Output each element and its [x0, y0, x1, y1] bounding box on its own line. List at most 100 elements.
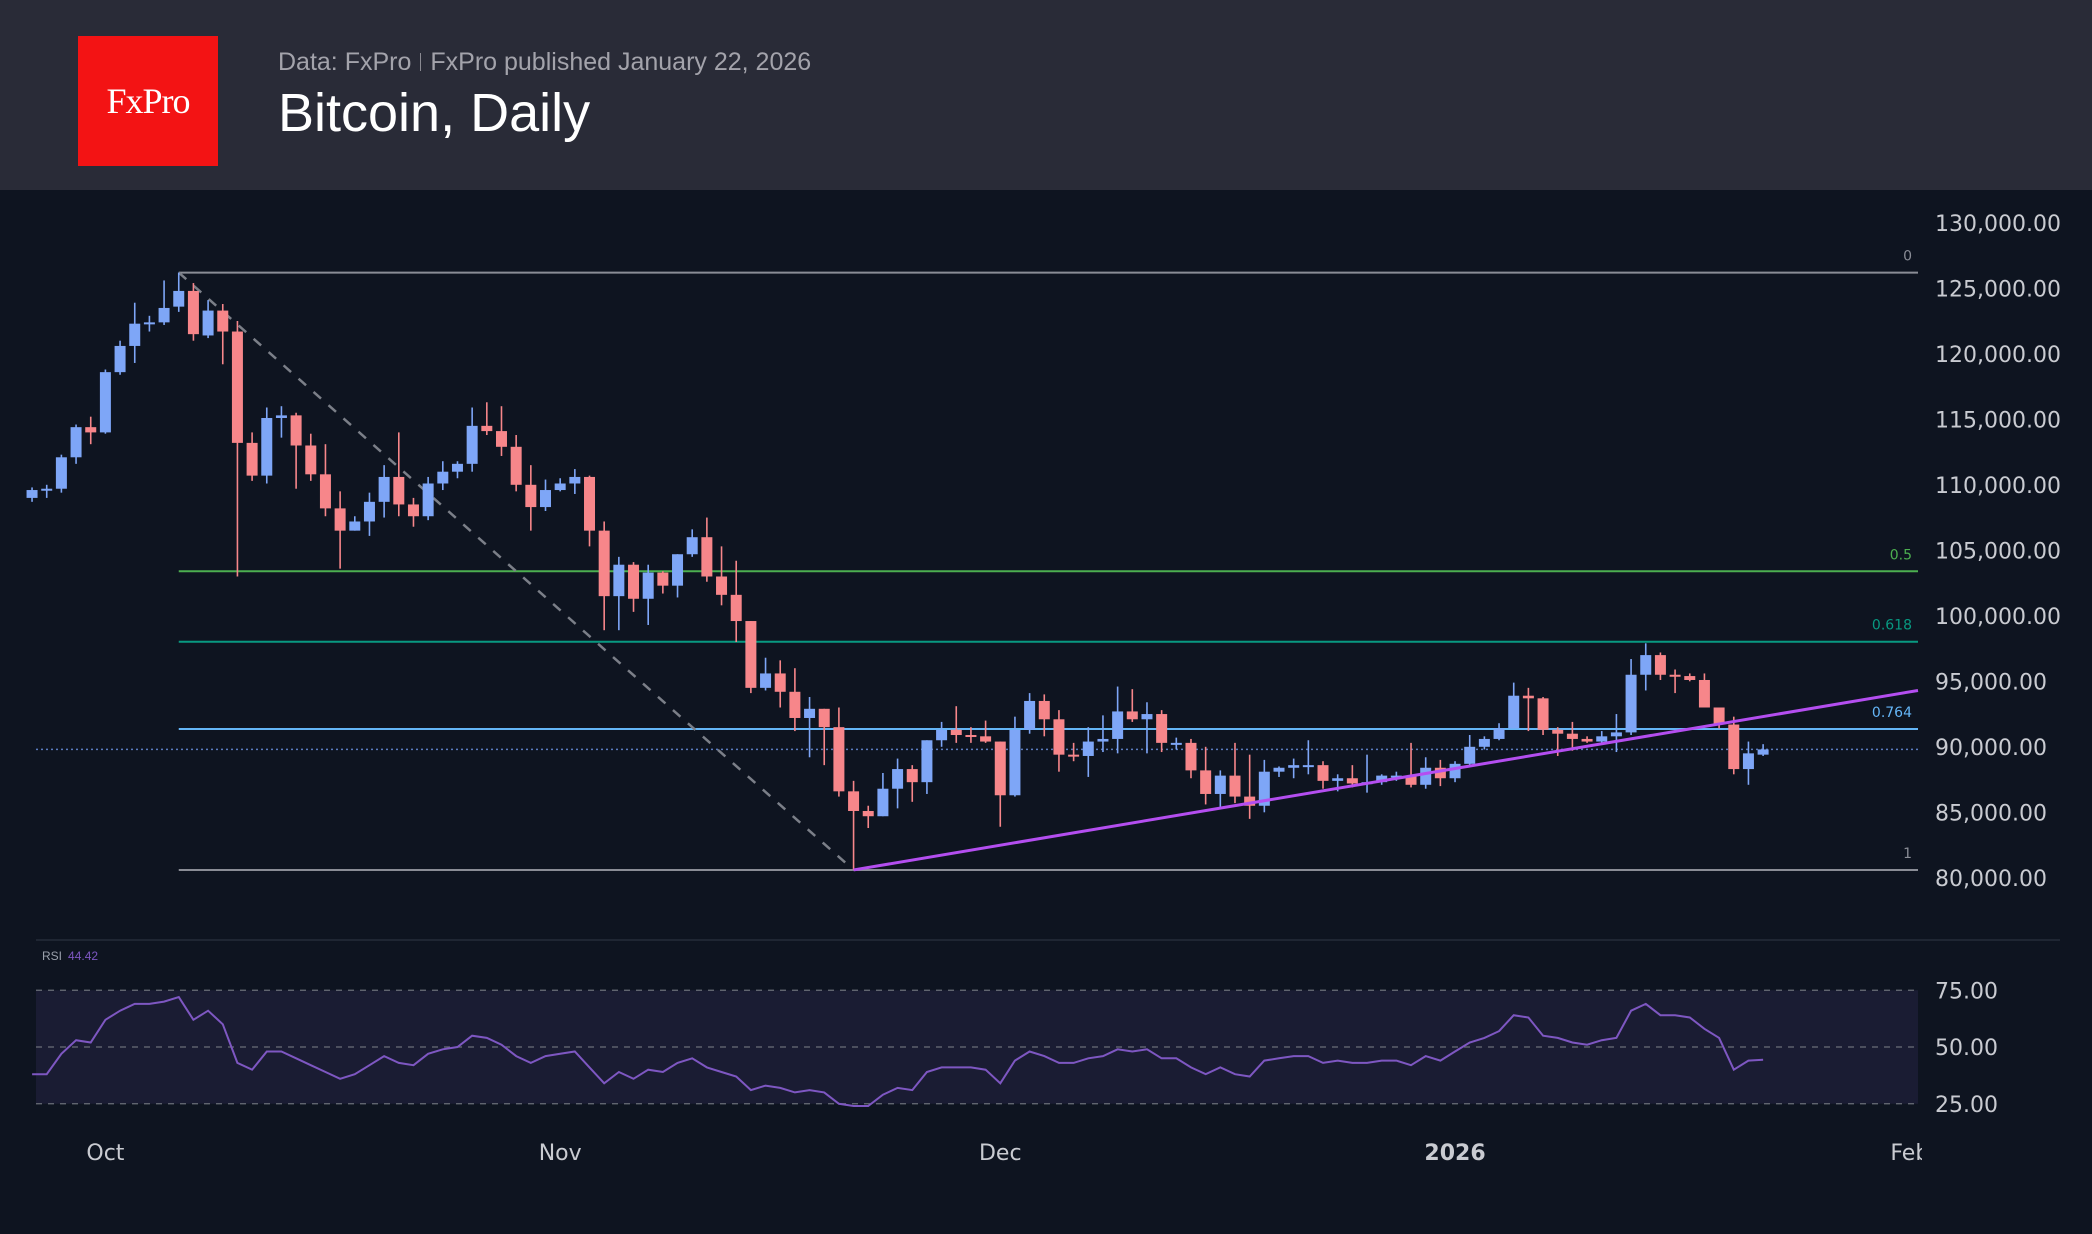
candle-body	[1493, 728, 1505, 739]
time-axis[interactable]: Oct Nov Dec 2026 Feb	[86, 1141, 1929, 1166]
candle-body	[774, 673, 786, 692]
candle-body	[1097, 738, 1109, 742]
price-tick-label: 85,000.00	[1935, 801, 2047, 826]
candle-body	[1229, 775, 1241, 797]
rsi-tick-label: 25.00	[1935, 1093, 1998, 1118]
candle	[510, 435, 522, 492]
rsi-name: RSI	[42, 949, 62, 963]
candle-body	[833, 727, 845, 792]
candle-body	[187, 290, 199, 335]
fib-level-label: 0	[1903, 249, 1912, 265]
candle-body	[466, 425, 478, 464]
candle	[1625, 659, 1637, 736]
candle	[1185, 738, 1197, 779]
candle	[1478, 736, 1490, 750]
price-axis[interactable]: 130,000.00 125,000.00 120,000.00 115,000.00…	[1935, 212, 2061, 1118]
separator	[420, 53, 422, 71]
price-tick-label: 130,000.00	[1935, 212, 2061, 237]
candle-body	[495, 431, 507, 447]
candle	[1053, 710, 1065, 772]
candle-body	[349, 521, 361, 531]
candle-body	[1258, 771, 1270, 806]
candle	[349, 516, 361, 531]
candle-body	[217, 310, 229, 332]
candle-body	[1156, 714, 1168, 743]
candle-body	[980, 736, 992, 742]
candle	[363, 492, 375, 536]
candle-body	[451, 463, 463, 472]
candle	[481, 402, 493, 436]
candle-body	[70, 427, 82, 458]
candle	[319, 444, 331, 517]
fibonacci-retracement[interactable]: 0 0.5 0.618 0.764 1	[36, 249, 1918, 871]
candle	[1082, 727, 1094, 777]
candle	[642, 564, 654, 625]
candle-body	[730, 594, 742, 622]
candle-body	[1332, 778, 1344, 781]
candle	[1522, 687, 1534, 732]
rsi-value: 44.42	[68, 949, 98, 963]
candle-body	[1082, 741, 1094, 756]
candle	[114, 340, 126, 375]
candle	[1728, 716, 1740, 775]
candle	[173, 272, 185, 312]
candle	[246, 432, 258, 481]
candle-body	[892, 769, 904, 789]
ascending-trendline[interactable]	[853, 688, 1919, 872]
candle-body	[569, 476, 581, 484]
rsi-label: RSI 44.42	[42, 949, 98, 963]
time-tick-label: Feb	[1890, 1141, 1929, 1166]
candle-body	[1200, 770, 1212, 794]
candle-body	[275, 415, 287, 418]
price-tick-label: 120,000.00	[1935, 343, 2061, 368]
candle-body	[422, 483, 434, 517]
candle-body	[378, 476, 390, 502]
candle-body	[1112, 711, 1124, 739]
candle	[789, 668, 801, 732]
candle	[1097, 715, 1109, 753]
candle-body	[1390, 775, 1402, 778]
candle-body	[642, 572, 654, 599]
candle	[1684, 673, 1696, 682]
candle-body	[1038, 700, 1050, 720]
candle-body	[99, 372, 111, 433]
candle	[1258, 759, 1270, 813]
candle	[1009, 716, 1021, 797]
candle	[1038, 694, 1050, 737]
candle	[217, 304, 229, 365]
candle-body	[657, 572, 669, 586]
candle	[730, 560, 742, 642]
candle	[628, 562, 640, 612]
candle-body	[686, 537, 698, 555]
candle	[26, 487, 38, 502]
candle	[1566, 721, 1578, 751]
candle	[99, 369, 111, 434]
candle-body	[525, 484, 537, 508]
candle-body	[173, 290, 185, 307]
candle-body	[1537, 698, 1549, 730]
candle-body	[1405, 775, 1417, 785]
candle	[1581, 736, 1593, 743]
candle	[657, 571, 669, 594]
candle	[1214, 770, 1226, 809]
candle	[540, 479, 551, 511]
subtitle: Data: FxPro FxPro published January 22, 2…	[278, 48, 811, 77]
rsi-pane	[31, 989, 1918, 1107]
candle	[1112, 686, 1124, 754]
candle	[378, 465, 390, 518]
candle	[85, 416, 97, 445]
fib-level-label: 0.618	[1872, 618, 1912, 634]
candle	[745, 621, 757, 694]
candle	[1596, 731, 1608, 745]
candle-body	[1346, 778, 1358, 784]
candle-body	[41, 488, 53, 491]
candle	[672, 554, 684, 598]
candle-body	[1244, 796, 1256, 806]
candle-body	[114, 345, 126, 373]
candle-body	[1478, 738, 1490, 747]
candle	[760, 657, 772, 691]
fxpro-logo[interactable]: FxPro	[78, 36, 218, 166]
candle-body	[1669, 674, 1681, 677]
trendline[interactable]	[853, 688, 1919, 872]
candle-body	[1581, 738, 1593, 742]
